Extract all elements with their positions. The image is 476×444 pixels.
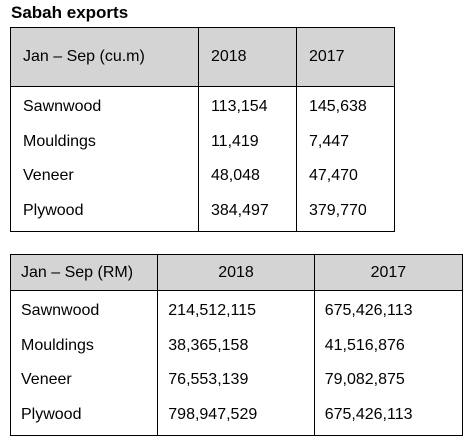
- value-2017: 7,447: [308, 132, 350, 150]
- value-2017: 145,638: [308, 98, 367, 115]
- product-label: Plywood: [23, 201, 84, 219]
- value-2017: 41,516,876: [324, 336, 405, 354]
- value-2017: 675,426,113: [324, 302, 413, 319]
- product-label: Veneer: [23, 167, 74, 184]
- values-2018-column: 214,512,115 38,365,158 76,553,139 798,94…: [157, 290, 315, 436]
- page-title: Sabah exports: [11, 3, 129, 22]
- values-2017-column: 675,426,113 41,516,876 79,082,875 675,42…: [313, 290, 464, 436]
- table-body-row: Sawnwood Mouldings Veneer Plywood 113,15…: [10, 86, 396, 232]
- product-label: Sawnwood: [21, 302, 100, 319]
- volume-table: Jan – Sep (cu.m) 2018 2017 Sawnwood Moul…: [10, 27, 396, 232]
- value-2018: 798,947,529: [168, 405, 258, 423]
- value-table: Jan – Sep (RM) 2018 2017 Sawnwood Mouldi…: [9, 254, 464, 436]
- product-label: Mouldings: [23, 132, 96, 150]
- column-header-2017: 2017: [313, 254, 464, 291]
- product-label: Mouldings: [21, 336, 94, 354]
- value-2018: 214,512,115: [168, 302, 257, 319]
- value-2018: 113,154: [210, 98, 268, 115]
- column-header-2017: 2017: [295, 27, 396, 87]
- value-2017: 379,770: [308, 201, 367, 219]
- values-2018-column: 113,154 11,419 48,048 384,497: [197, 86, 297, 232]
- column-header-period: Jan – Sep (RM): [9, 254, 159, 291]
- value-2017: 675,426,113: [324, 405, 413, 423]
- column-header-2018: 2018: [157, 254, 315, 291]
- column-header-2018: 2018: [197, 27, 297, 87]
- table-header-row: Jan – Sep (RM) 2018 2017: [9, 254, 464, 291]
- table-header-row: Jan – Sep (cu.m) 2018 2017: [10, 27, 396, 87]
- column-header-period: Jan – Sep (cu.m): [10, 27, 199, 87]
- values-2017-column: 145,638 7,447 47,470 379,770: [295, 86, 396, 232]
- value-2017: 79,082,875: [324, 371, 405, 388]
- value-2018: 48,048: [210, 167, 260, 184]
- product-column: Sawnwood Mouldings Veneer Plywood: [10, 86, 199, 232]
- product-label: Sawnwood: [23, 98, 102, 115]
- product-label: Veneer: [21, 371, 72, 388]
- table-body-row: Sawnwood Mouldings Veneer Plywood 214,51…: [9, 290, 464, 436]
- product-label: Plywood: [21, 405, 82, 423]
- value-2018: 38,365,158: [168, 336, 249, 354]
- product-column: Sawnwood Mouldings Veneer Plywood: [9, 290, 159, 436]
- value-2018: 11,419: [210, 132, 259, 150]
- value-2018: 384,497: [210, 201, 269, 219]
- value-2017: 47,470: [308, 167, 358, 184]
- value-2018: 76,553,139: [168, 371, 249, 388]
